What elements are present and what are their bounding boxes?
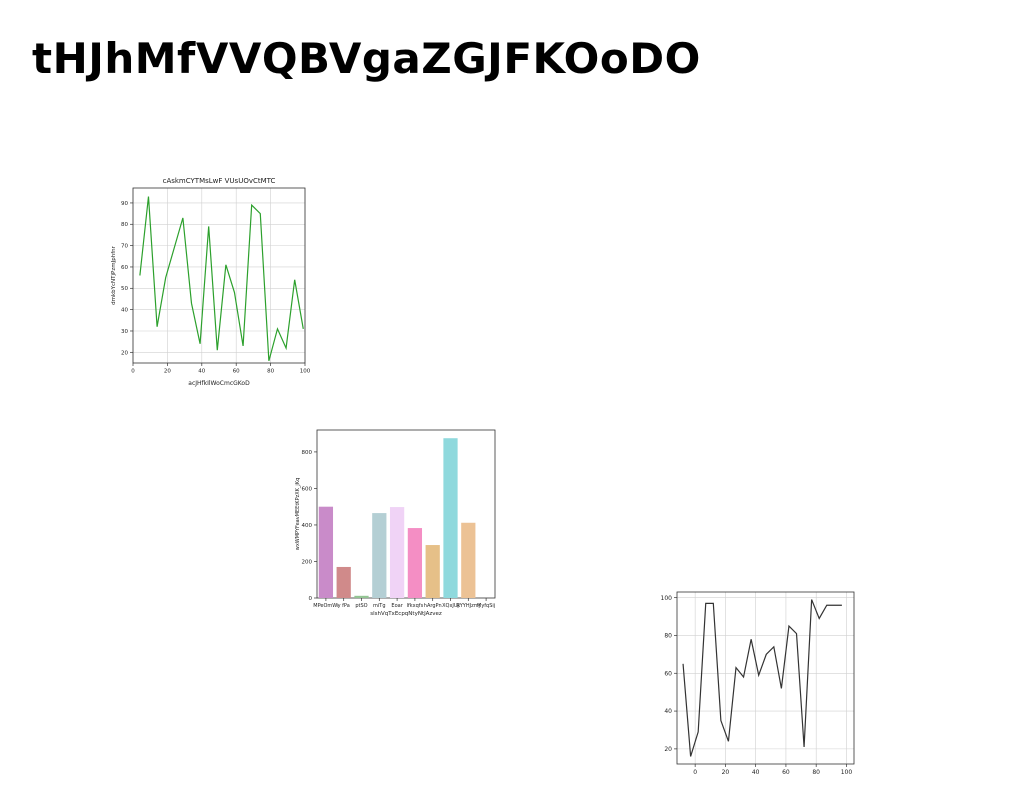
- y-tick-label: 800: [302, 450, 313, 456]
- x-tick-label: 20: [164, 369, 171, 375]
- x-tick-label: miTg: [373, 603, 386, 609]
- x-tick-label: 20: [722, 769, 730, 776]
- series-line: [139, 196, 304, 362]
- y-tick-label: 400: [302, 523, 313, 529]
- x-tick-label: hArgPn: [424, 603, 442, 609]
- series-line: [682, 599, 842, 757]
- x-tick-label: 40: [752, 769, 760, 776]
- bar: [461, 522, 476, 598]
- bar: [336, 566, 351, 598]
- bar: [318, 506, 334, 598]
- x-tick-label: y fPa: [338, 603, 350, 609]
- x-tick-label: 0: [693, 769, 697, 776]
- bar: [354, 595, 369, 598]
- x-tick-label: lfkxqfs: [407, 603, 424, 609]
- x-tick-label: 40: [198, 369, 205, 375]
- y-tick-label: 40: [664, 708, 672, 715]
- y-tick-label: 80: [664, 633, 672, 640]
- x-tick-label: RYYHJzmj: [457, 603, 480, 609]
- x-tick-label: XQxJUj: [442, 603, 459, 609]
- bar: [372, 513, 387, 598]
- chart-line-dark: 0 20 40 60 80 100 20 40 60 80 100: [661, 591, 855, 776]
- x-tick-label: 0: [131, 369, 135, 375]
- bar: [425, 545, 440, 598]
- chart-title: cAskmCYTMsLwF VUsUOvCtMTC: [163, 177, 276, 185]
- gridlines: [677, 592, 854, 764]
- y-axis-label: wxWMPYFeavMEEtKPzXK_jKq: [295, 478, 301, 551]
- chart-line-green: 0 20 40 60 80 100 20 30 40 50 60 70 80 90 cAskmCYTMsLw…: [111, 177, 311, 387]
- x-tick-label: 100: [841, 769, 853, 776]
- plot-frame: [316, 429, 496, 599]
- y-tick-label: 30: [121, 329, 128, 335]
- y-tick-label: 0: [309, 596, 313, 602]
- chart-bar: 0 200 400 600 800 MPeOmWi y fPa ptSO miTg Eoar lfk…: [295, 429, 496, 617]
- y-tick-label: 70: [121, 244, 128, 250]
- y-tick-label: 20: [664, 746, 672, 753]
- x-tick-label: 60: [782, 769, 790, 776]
- x-tick-label: MPeOmWi: [313, 603, 338, 609]
- bar: [407, 528, 423, 598]
- y-tick-label: 200: [302, 559, 313, 565]
- x-tick-label: 80: [812, 769, 820, 776]
- x-axis-label: slshVqTxEcpqNtyNtJAzvez: [370, 611, 442, 617]
- x-tick-label: 60: [233, 369, 240, 375]
- plot-frame: [132, 187, 306, 364]
- y-tick-label: 60: [121, 265, 128, 271]
- bar: [389, 507, 405, 598]
- page-title: tHJhMfVVQBVgaZGJFKOoDO: [32, 34, 701, 83]
- x-axis-label: acJHfkIlWoCmcGKoD: [188, 380, 250, 387]
- x-tick-label: 80: [267, 369, 274, 375]
- bar: [443, 438, 458, 598]
- x-tick-label: MyfqSij: [477, 603, 495, 609]
- y-tick-label: 600: [302, 486, 313, 492]
- y-tick-label: 60: [664, 670, 672, 677]
- plot-frame: [676, 591, 855, 765]
- x-tick-label: ptSO: [355, 603, 367, 609]
- x-tick-label: Eoar: [391, 603, 403, 609]
- y-tick-label: 80: [121, 222, 128, 228]
- y-tick-label: 100: [661, 595, 673, 602]
- x-tick-label: 100: [300, 369, 311, 375]
- y-tick-label: 90: [121, 201, 128, 207]
- y-axis-label: dmkbYcNTjPzmJphfnr: [111, 245, 117, 304]
- y-tick-label: 20: [121, 350, 128, 356]
- y-tick-label: 40: [121, 308, 128, 314]
- y-tick-label: 50: [121, 286, 128, 292]
